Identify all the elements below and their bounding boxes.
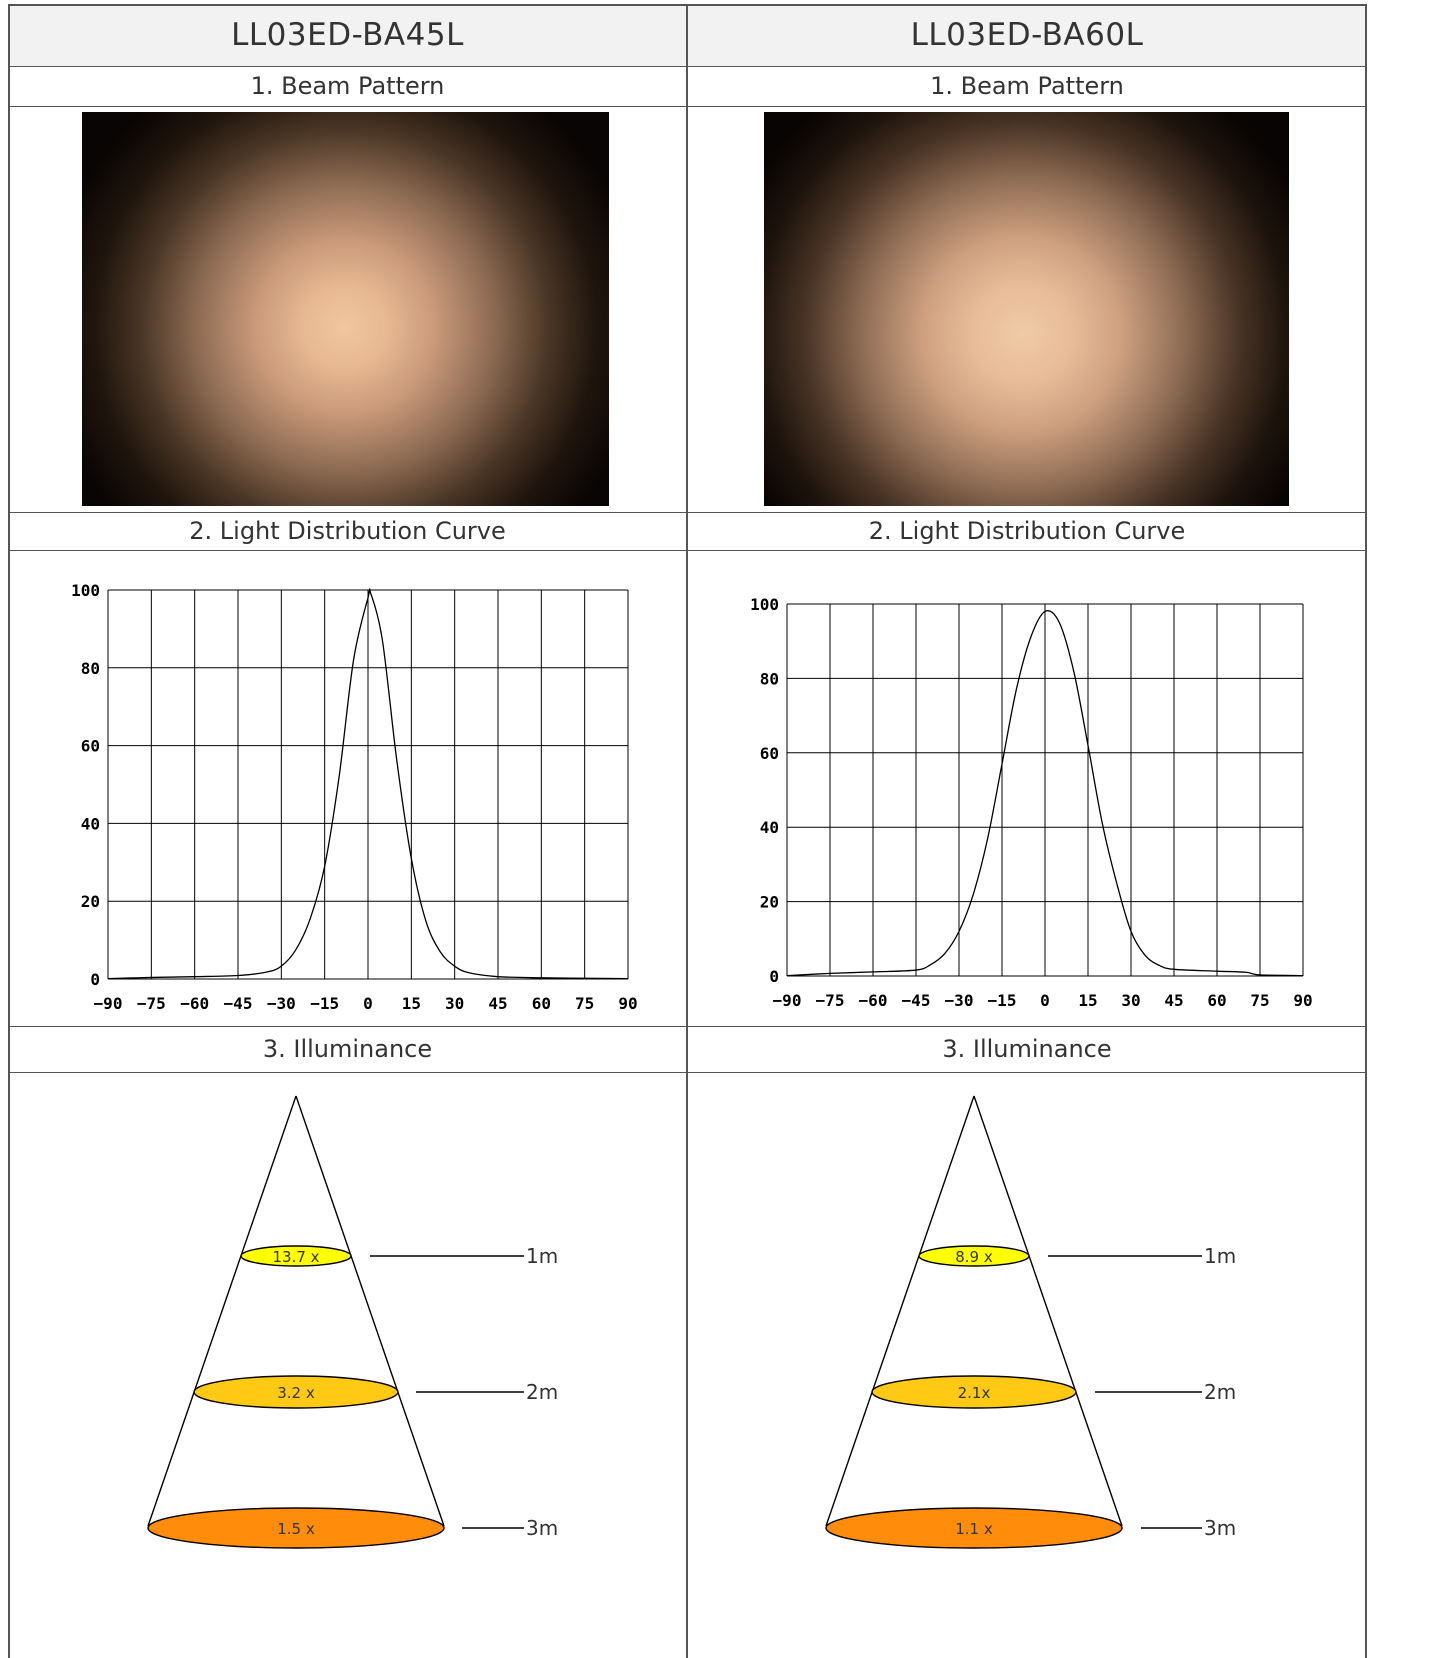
table-divider-center: [686, 4, 688, 1658]
illuminance-ellipse: [193, 1375, 399, 1409]
beam-label-right: 1. Beam Pattern: [930, 72, 1124, 100]
chart-y-tick-label: 0: [90, 970, 100, 989]
chart-x-tick-label: 15: [1078, 991, 1097, 1010]
distance-label: 2m: [526, 1380, 558, 1404]
illuminance-value: 2.1x: [958, 1384, 991, 1402]
distance-label: 2m: [1204, 1380, 1236, 1404]
illuminance-value: 1.1 x: [955, 1520, 993, 1538]
chart-x-tick-label: −75: [137, 994, 166, 1013]
cone-outline: [825, 1095, 1123, 1527]
chart-x-tick-label: 60: [1207, 991, 1226, 1010]
illuminance-value: 13.7 x: [272, 1248, 319, 1266]
illuminance-cone-left: 13.7 x 1m 3.2 x 2m 1.5 x 3m: [147, 1095, 558, 1549]
chart-x-tick-label: 30: [1121, 991, 1140, 1010]
chart-x-tick-label: 75: [575, 994, 594, 1013]
row-divider-2: [8, 106, 1367, 107]
chart-y-tick-label: 80: [81, 659, 100, 678]
chart-y-tick-label: 100: [71, 581, 100, 600]
beam-pattern-image-right: [764, 112, 1289, 506]
chart-x-tick-label: −60: [180, 994, 209, 1013]
curve-label-right: 2. Light Distribution Curve: [868, 517, 1186, 545]
chart-x-tick-label: 90: [1293, 991, 1312, 1010]
chart-y-tick-label: 20: [760, 893, 779, 912]
chart-y-tick-label: 60: [81, 737, 100, 756]
chart-x-tick-label: −30: [267, 994, 296, 1013]
illuminance-ellipse: [871, 1375, 1077, 1409]
illuminance-ellipse: [918, 1245, 1030, 1267]
illuminance-value: 8.9 x: [955, 1248, 993, 1266]
beam-pattern-image-left: [82, 112, 609, 506]
chart-x-tick-label: 0: [363, 994, 373, 1013]
table-border-right: [1365, 4, 1367, 1658]
illuminance-value: 1.5 x: [277, 1520, 315, 1538]
chart-y-tick-label: 20: [81, 892, 100, 911]
illuminance-ellipse: [147, 1507, 445, 1549]
model-header-right: LL03ED-BA60L: [687, 4, 1367, 66]
curve-label-left: 2. Light Distribution Curve: [189, 517, 506, 545]
illuminance-ellipse: [825, 1507, 1123, 1549]
chart-x-tick-label: −60: [859, 991, 888, 1010]
chart-x-tick-label: 90: [618, 994, 637, 1013]
chart-x-tick-label: −90: [773, 991, 802, 1010]
chart-x-tick-label: −15: [988, 991, 1017, 1010]
illuminance-label-left: 3. Illuminance: [262, 1035, 433, 1063]
chart-x-tick-label: 0: [1040, 991, 1050, 1010]
chart-x-tick-label: −45: [224, 994, 253, 1013]
row-divider-3: [8, 512, 1367, 513]
distribution-chart-left: −90 −75 −60 −45 −30 −15 0 15 30 45 60 75 90 0 20 40 60 80…: [71, 581, 638, 1013]
chart-y-tick-label: 40: [81, 814, 100, 833]
chart-y-tick-label: 80: [760, 669, 779, 688]
illuminance-label-right: 3. Illuminance: [942, 1035, 1112, 1063]
chart-x-tick-label: −30: [945, 991, 974, 1010]
illuminance-ellipse: [240, 1245, 352, 1267]
chart-x-tick-label: −45: [902, 991, 931, 1010]
row-divider-5: [8, 1026, 1367, 1027]
row-divider-1: [8, 66, 1367, 67]
chart-y-tick-label: 60: [760, 744, 779, 763]
chart-x-tick-label: −75: [816, 991, 845, 1010]
distribution-curve: [786, 610, 1304, 977]
distribution-curve: [107, 588, 629, 980]
chart-x-tick-label: 45: [1164, 991, 1183, 1010]
illuminance-cone-right: 8.9 x 1m 2.1x 2m 1.1 x 3m: [825, 1095, 1236, 1549]
illuminance-value: 3.2 x: [277, 1384, 315, 1402]
chart-x-tick-label: −90: [94, 994, 123, 1013]
chart-x-tick-label: −15: [310, 994, 339, 1013]
distance-label: 1m: [1204, 1244, 1236, 1268]
chart-y-tick-label: 40: [760, 818, 779, 837]
row-divider-6: [8, 1072, 1367, 1073]
cone-outline: [147, 1095, 445, 1527]
distance-label: 3m: [526, 1516, 558, 1540]
chart-y-tick-label: 100: [750, 595, 779, 614]
chart-x-tick-label: 30: [445, 994, 464, 1013]
model-header-left: LL03ED-BA45L: [8, 4, 687, 66]
beam-label-left: 1. Beam Pattern: [250, 72, 445, 100]
table-border-left: [8, 4, 10, 1658]
chart-y-tick-label: 0: [769, 967, 779, 986]
chart-x-tick-label: 60: [532, 994, 551, 1013]
row-divider-4: [8, 550, 1367, 551]
distance-label: 1m: [526, 1244, 558, 1268]
chart-x-tick-label: 45: [488, 994, 507, 1013]
chart-x-tick-label: 75: [1250, 991, 1269, 1010]
spec-sheet: LL03ED-BA45L LL03ED-BA60L 1. Beam Patter…: [8, 4, 1446, 1658]
distribution-chart-right: −90 −75 −60 −45 −30 −15 0 15 30 45 60 75 90 0 20 40 60 80…: [750, 595, 1313, 1010]
chart-x-tick-label: 15: [402, 994, 421, 1013]
distance-label: 3m: [1204, 1516, 1236, 1540]
